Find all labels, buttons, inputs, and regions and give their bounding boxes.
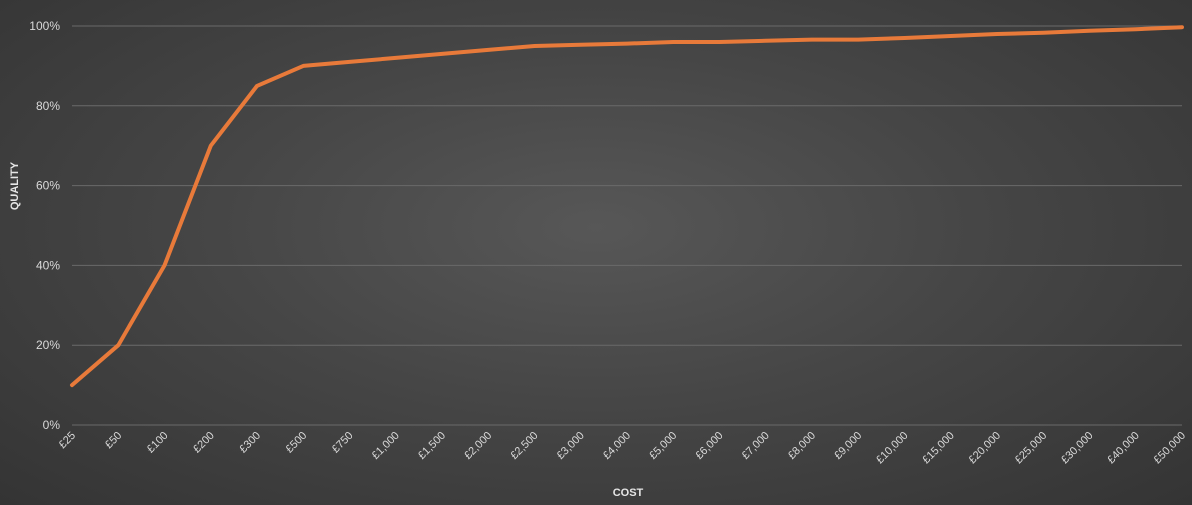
x-tick-label: £200 xyxy=(191,430,217,456)
gridlines xyxy=(72,25,1182,426)
y-tick-label: 100% xyxy=(29,19,60,33)
series-line xyxy=(70,25,1184,388)
x-tick-label: £7,000 xyxy=(740,430,772,462)
x-tick-label: £50 xyxy=(103,430,124,451)
y-tick-label: 0% xyxy=(43,418,61,432)
x-tick-label: £10,000 xyxy=(874,430,911,467)
x-tick-label: £50,000 xyxy=(1152,430,1189,467)
x-axis-title: COST xyxy=(613,487,644,499)
x-tick-label: £500 xyxy=(284,430,310,456)
x-tick-label: £1,000 xyxy=(370,430,402,462)
y-tick-label: 40% xyxy=(36,258,60,272)
x-axis-ticks: £25 £50 £100 £200 £300 £500 £750 £1,000 £1,500 £2… xyxy=(57,430,1188,467)
x-tick-label: £30,000 xyxy=(1059,430,1096,467)
y-axis-title: QUALITY xyxy=(9,161,21,210)
x-tick-label: £4,000 xyxy=(601,430,633,462)
y-tick-label: 80% xyxy=(36,99,60,113)
x-tick-label: £1,500 xyxy=(416,430,448,462)
x-tick-label: £25,000 xyxy=(1013,430,1050,467)
x-tick-label: £20,000 xyxy=(967,430,1004,467)
x-tick-label: £300 xyxy=(237,430,263,456)
x-tick-label: £750 xyxy=(330,430,356,456)
x-tick-label: £3,000 xyxy=(555,430,587,462)
x-tick-label: £40,000 xyxy=(1105,430,1142,467)
y-axis-ticks: 0% 20% 40% 60% 80% 100% xyxy=(29,19,60,432)
x-tick-label: £25 xyxy=(57,430,78,451)
x-tick-label: £15,000 xyxy=(920,430,957,467)
y-tick-label: 20% xyxy=(36,338,60,352)
y-tick-label: 60% xyxy=(36,179,60,193)
x-tick-label: £2,000 xyxy=(462,430,494,462)
x-tick-label: £5,000 xyxy=(647,430,679,462)
x-tick-label: £2,500 xyxy=(508,430,540,462)
x-tick-label: £9,000 xyxy=(832,430,864,462)
x-tick-label: £100 xyxy=(145,430,171,456)
x-tick-label: £8,000 xyxy=(786,430,818,462)
x-tick-label: £6,000 xyxy=(693,430,725,462)
